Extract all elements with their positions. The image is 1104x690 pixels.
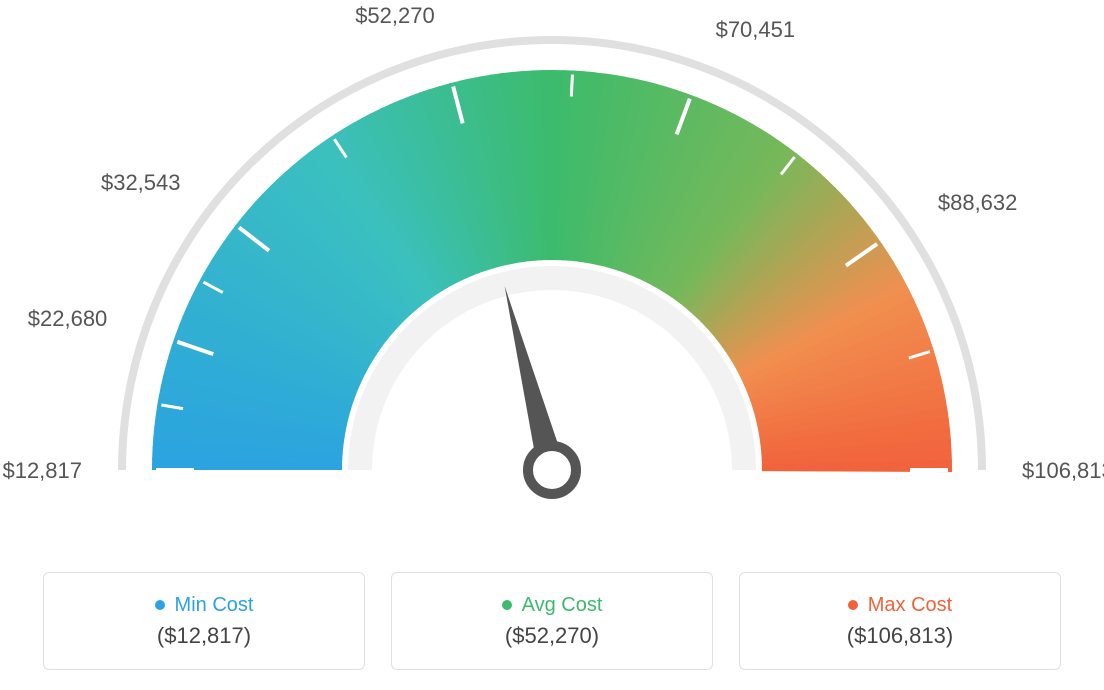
gauge-tick-label: $88,632 xyxy=(938,190,1018,216)
min-cost-value: ($12,817) xyxy=(157,623,251,649)
max-cost-title: Max Cost xyxy=(868,594,952,617)
gauge-tick-label: $106,813 xyxy=(1022,458,1104,484)
summary-cards: Min Cost ($12,817) Avg Cost ($52,270) Ma… xyxy=(0,572,1104,670)
cost-gauge xyxy=(0,0,1104,550)
gauge-tick-label: $52,270 xyxy=(345,3,435,29)
avg-cost-title: Avg Cost xyxy=(522,594,603,617)
max-cost-card: Max Cost ($106,813) xyxy=(739,572,1061,670)
min-cost-card: Min Cost ($12,817) xyxy=(43,572,365,670)
avg-dot-icon xyxy=(502,600,512,610)
gauge-tick-label: $70,451 xyxy=(716,17,796,43)
avg-cost-value: ($52,270) xyxy=(505,623,599,649)
min-dot-icon xyxy=(155,600,165,610)
gauge-tick-label: $12,817 xyxy=(0,458,82,484)
min-cost-title: Min Cost xyxy=(175,594,254,617)
avg-cost-card: Avg Cost ($52,270) xyxy=(391,572,713,670)
gauge-tick-label: $32,543 xyxy=(91,170,181,196)
gauge-tick-label: $22,680 xyxy=(17,306,107,332)
max-dot-icon xyxy=(848,600,858,610)
max-cost-value: ($106,813) xyxy=(847,623,953,649)
